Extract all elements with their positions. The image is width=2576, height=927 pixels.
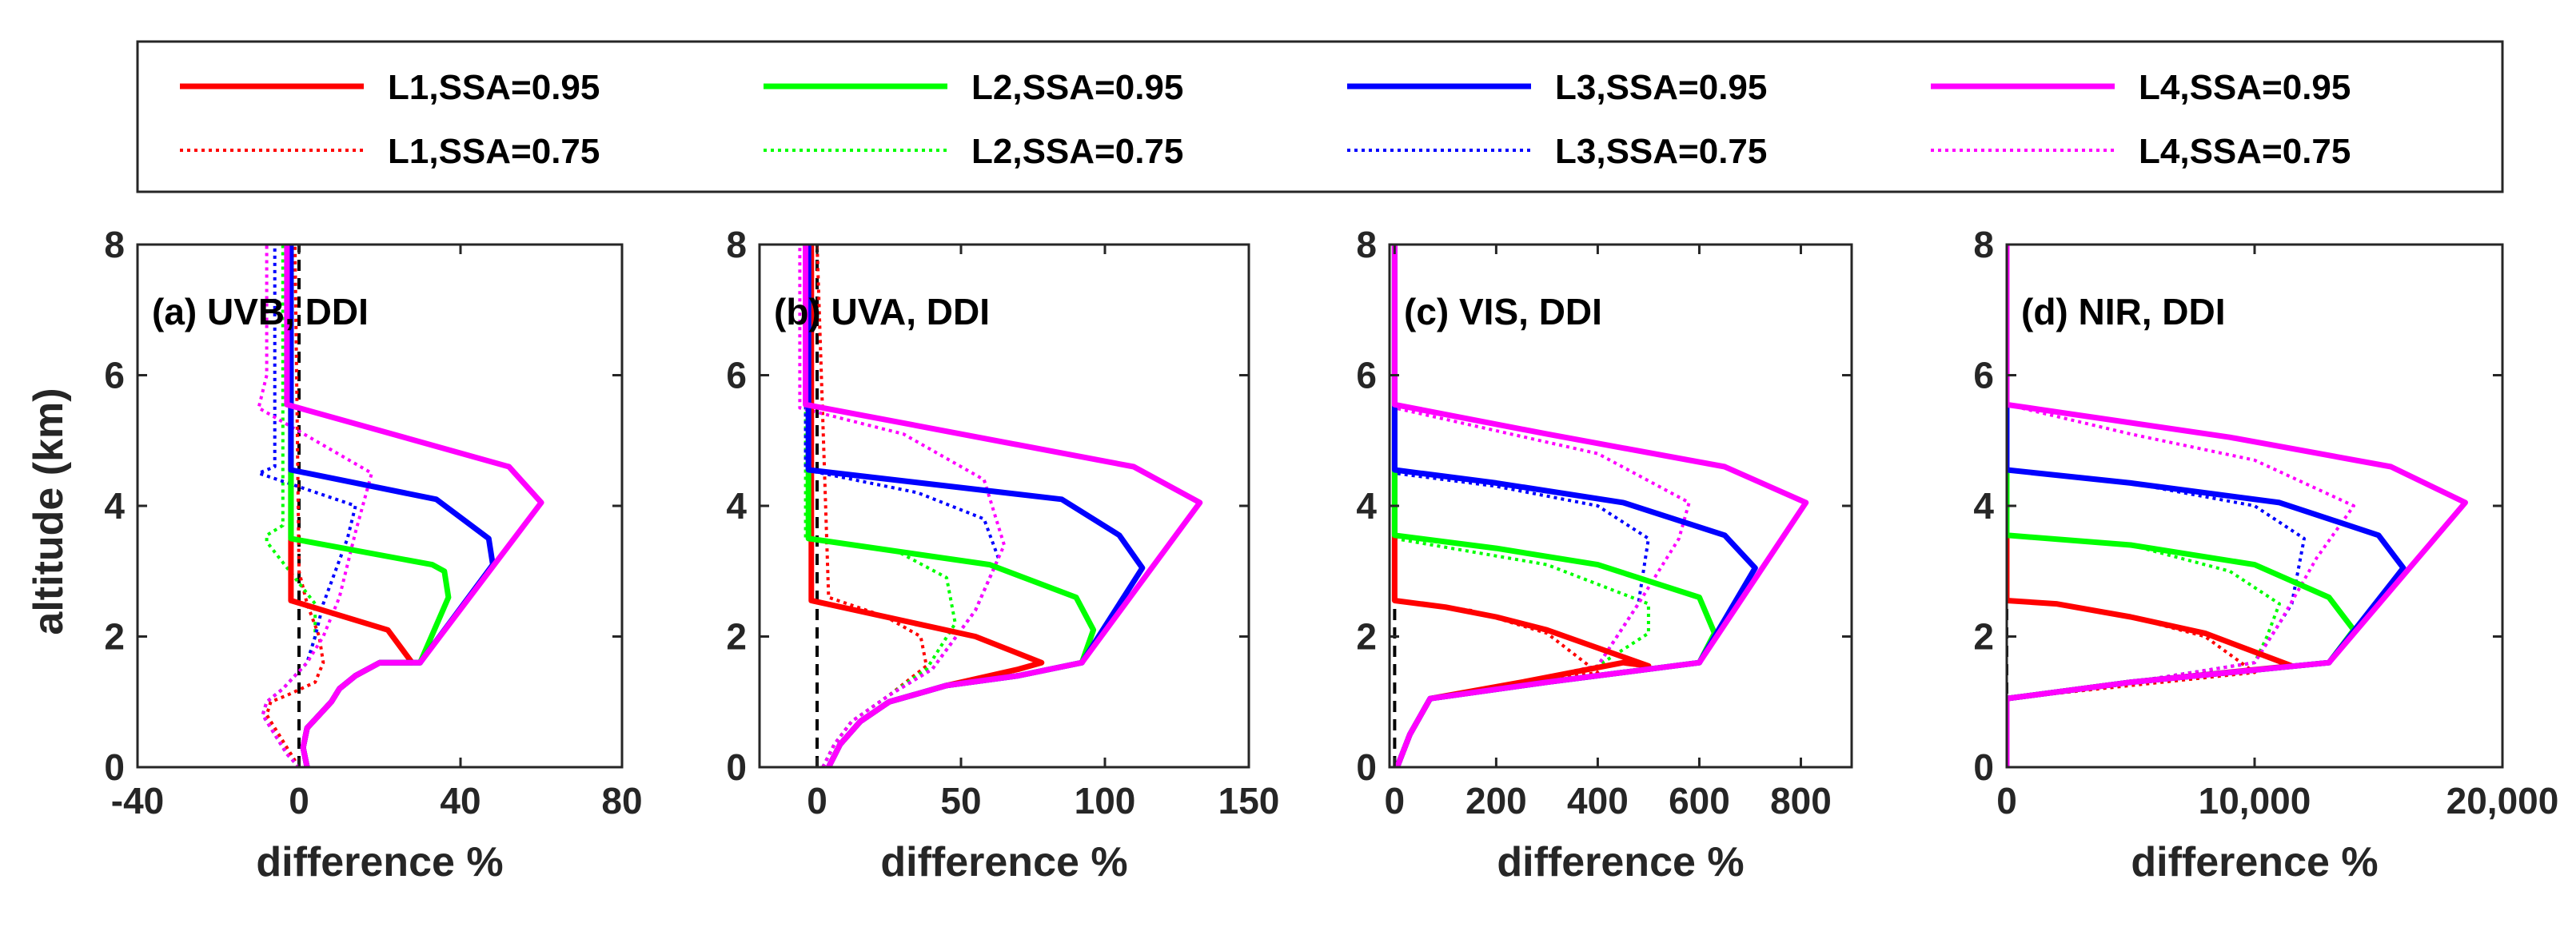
x-tick-label: 800 [1770, 780, 1832, 822]
x-tick-label: 200 [1465, 780, 1527, 822]
y-tick-label: 2 [726, 616, 747, 658]
y-tick-label: 0 [726, 746, 747, 788]
x-tick-label: 400 [1567, 780, 1629, 822]
y-tick-label: 2 [1356, 616, 1377, 658]
series-line-l4-ssa-0-75 [257, 245, 373, 767]
series-group [798, 245, 1203, 767]
legend-entry: L3,SSA=0.75 [1347, 132, 1767, 171]
y-tick-label: 0 [104, 746, 125, 788]
y-tick-label: 6 [104, 355, 125, 396]
y-tick-label: 8 [726, 224, 747, 265]
x-tick-label: 0 [1996, 780, 2017, 822]
y-tick-label: 8 [1973, 224, 1994, 265]
y-tick-label: 6 [1356, 355, 1377, 396]
x-axis-label: difference % [2131, 839, 2378, 885]
legend-entry: L4,SSA=0.75 [1931, 132, 2351, 171]
legend-entry: L1,SSA=0.75 [180, 132, 600, 171]
panel-title: (c) VIS, DDI [1404, 291, 1602, 332]
series-line-l3-ssa-0-75 [1393, 245, 1650, 767]
series-line-l4-ssa-0-95 [803, 245, 1203, 767]
legend-label: L1,SSA=0.75 [388, 132, 600, 171]
x-tick-label: 0 [1385, 780, 1406, 822]
chart-panel-2: 0 50 100 150 0 2 4 6 8 difference % (b) UVA, DDI [726, 224, 1279, 885]
series-line-l4-ssa-0-95 [2007, 245, 2468, 767]
panel-title: (a) UVB, DDI [152, 291, 369, 332]
y-tick-label: 0 [1356, 746, 1377, 788]
y-tick-label: 4 [1356, 485, 1377, 527]
y-axis-label: altitude (km) [26, 388, 72, 635]
panel-title: (d) NIR, DDI [2021, 291, 2226, 332]
legend-label: L4,SSA=0.95 [2139, 68, 2351, 107]
panel-title: (b) UVA, DDI [774, 291, 990, 332]
x-axis-label: difference % [880, 839, 1127, 885]
x-tick-label: 100 [1075, 780, 1136, 822]
legend-label: L1,SSA=0.95 [388, 68, 600, 107]
y-tick-label: 0 [1973, 746, 1994, 788]
legend-entry: L3,SSA=0.95 [1347, 68, 1767, 107]
y-tick-label: 6 [726, 355, 747, 396]
x-tick-label: 0 [289, 780, 309, 822]
chart-panel-3: 0 200 400 600 800 0 2 4 6 8 difference % (c) VIS, D… [1356, 224, 1853, 885]
legend-label: L4,SSA=0.75 [2139, 132, 2351, 171]
legend-entry: L2,SSA=0.95 [764, 68, 1183, 107]
series-line-l4-ssa-0-95 [1391, 245, 1809, 767]
x-tick-label: 50 [940, 780, 981, 822]
series-group [2007, 245, 2468, 767]
y-tick-label: 6 [1973, 355, 1994, 396]
y-tick-label: 2 [104, 616, 125, 658]
series-line-l4-ssa-0-75 [798, 245, 1006, 767]
series-group [257, 245, 544, 767]
legend-entry: L1,SSA=0.95 [180, 68, 600, 107]
x-tick-label: 150 [1218, 780, 1280, 822]
x-tick-label: 80 [601, 780, 642, 822]
legend-label: L2,SSA=0.75 [971, 132, 1183, 171]
x-tick-label: 600 [1669, 780, 1730, 822]
legend: L1,SSA=0.95 L2,SSA=0.95 L3,SSA=0.95 L4,SSA=… [136, 40, 2504, 193]
x-tick-label: 20,000 [2446, 780, 2559, 822]
x-tick-label: 10,000 [2199, 780, 2311, 822]
plot-area [1390, 245, 1852, 767]
legend-label: L2,SSA=0.95 [971, 68, 1183, 107]
legend-label: L3,SSA=0.95 [1555, 68, 1767, 107]
y-tick-label: 4 [726, 485, 747, 527]
x-axis-label: difference % [1497, 839, 1744, 885]
series-line-l4-ssa-0-95 [284, 245, 544, 767]
legend-label: L3,SSA=0.75 [1555, 132, 1767, 171]
x-axis-label: difference % [256, 839, 503, 885]
plot-area [2007, 245, 2502, 767]
y-tick-label: 2 [1973, 616, 1994, 658]
y-tick-label: 8 [104, 224, 125, 265]
legend-entry: L2,SSA=0.75 [764, 132, 1183, 171]
legend-entry: L4,SSA=0.95 [1931, 68, 2351, 107]
chart-panel-4: 0 10,000 20,000 0 2 4 6 8 difference % (d) NIR, D… [1973, 224, 2558, 885]
x-tick-label: 0 [807, 780, 827, 822]
y-tick-label: 4 [1973, 485, 1994, 527]
x-tick-label: 40 [440, 780, 481, 822]
y-tick-label: 4 [104, 485, 125, 527]
x-tick-label: -40 [111, 780, 164, 822]
y-tick-label: 8 [1356, 224, 1377, 265]
series-line-l1-ssa-0-75 [265, 245, 325, 767]
legend-box [136, 40, 2504, 193]
